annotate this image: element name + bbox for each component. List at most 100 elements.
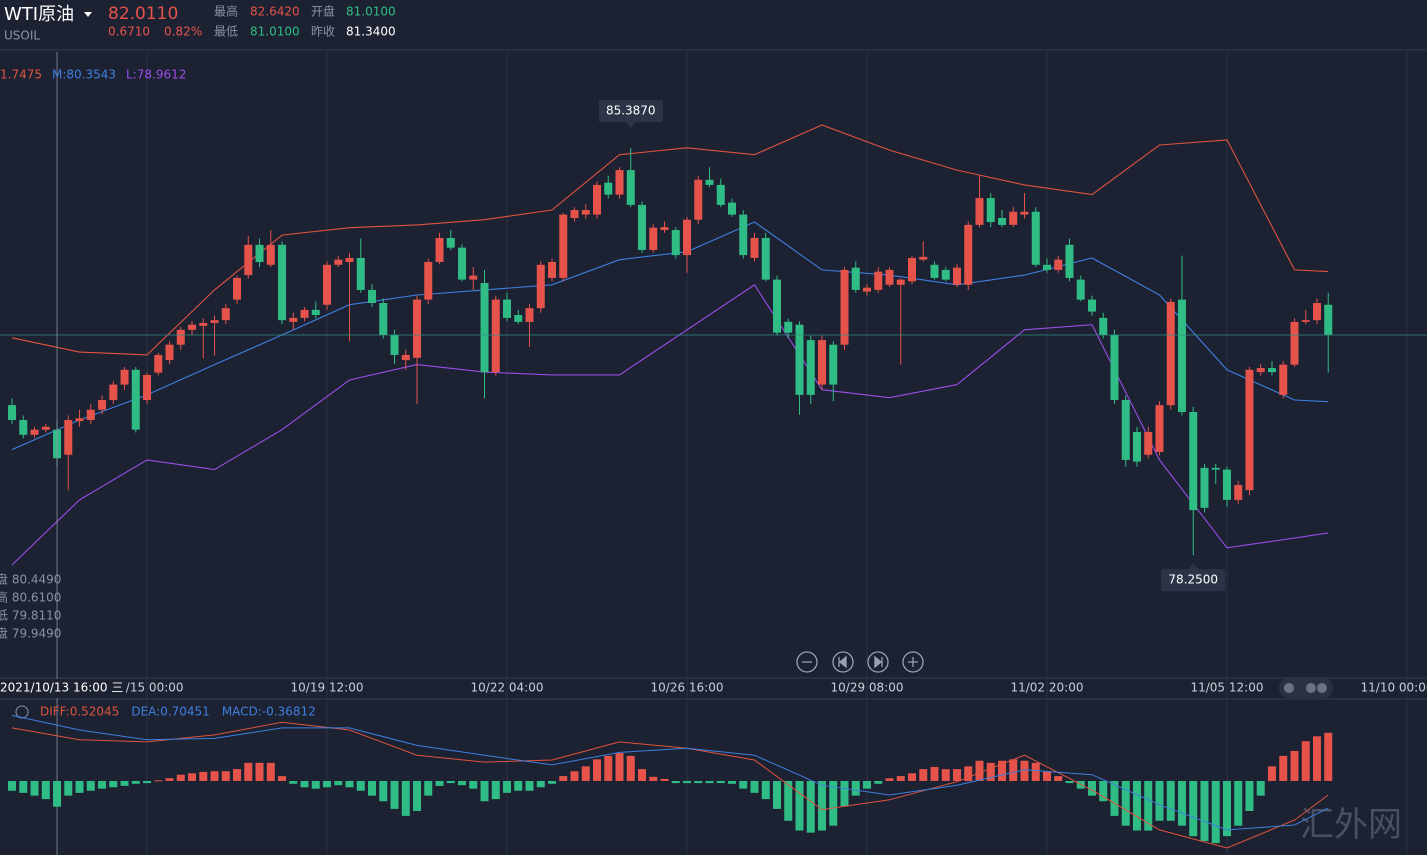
cursor-info: 盘 80.4490 [0, 572, 61, 587]
macd-bar [480, 780, 489, 802]
macd-bar [143, 780, 152, 784]
macd-bar [1256, 780, 1265, 796]
macd-bar [503, 780, 512, 793]
instrument-name[interactable]: WTI原油 [4, 4, 74, 25]
candle-body [1155, 405, 1164, 452]
macd-bar [975, 760, 984, 781]
low-value: 81.0100 [250, 25, 300, 39]
price-change: 0.6710 [108, 25, 150, 39]
zoom-out-button[interactable] [796, 651, 818, 673]
candle-body [885, 269, 894, 285]
legend-entry: L:78.9612 [126, 68, 186, 82]
candle-body [480, 283, 489, 373]
dropdown-arrow[interactable] [84, 12, 92, 17]
macd-bar [435, 780, 444, 786]
macd-bar [1211, 780, 1220, 844]
macd-bar [41, 780, 50, 800]
symbol: USOIL [4, 29, 40, 43]
candle-body [840, 269, 849, 345]
x-tick-label: 10/22 04:00 [471, 681, 544, 695]
macd-bar [1222, 780, 1231, 837]
candle-body [199, 322, 208, 326]
macd-bar [446, 780, 455, 784]
candle-body [1256, 368, 1265, 373]
candle-body [334, 259, 343, 265]
candle-body [626, 170, 635, 205]
candle-body [806, 340, 815, 395]
macd-bar [604, 755, 613, 781]
macd-bar [919, 769, 928, 781]
macd-bar [86, 780, 95, 791]
candle-body [694, 179, 703, 220]
zoom-in-button[interactable] [902, 651, 924, 673]
candle-body [323, 264, 332, 305]
candle-body [255, 244, 264, 262]
candle-body [851, 267, 860, 290]
legend-entry: M:80.3543 [52, 68, 116, 82]
prev-close-value: 81.3400 [346, 25, 396, 39]
macd-bar [1110, 780, 1119, 816]
macd-bar [1054, 776, 1063, 781]
macd-bar [1177, 780, 1186, 826]
candle-body [941, 269, 950, 280]
candle-body [390, 334, 399, 355]
candle-body [683, 219, 692, 256]
candle-body [818, 340, 827, 385]
candle-body [907, 257, 916, 282]
candle-body [829, 344, 838, 385]
candle-body [750, 237, 759, 258]
macd-bar [1144, 780, 1153, 831]
macd-bar [581, 766, 590, 781]
macd-bar [649, 776, 658, 781]
candle-body [1054, 259, 1063, 270]
macd-bar [728, 780, 737, 784]
x-tick-label: 10/26 16:00 [651, 681, 724, 695]
scroll-right-button[interactable] [867, 651, 889, 673]
low-label: 最低 [214, 25, 238, 39]
candle-body [491, 299, 500, 373]
candle-body [1121, 400, 1130, 460]
candle-body [210, 320, 219, 323]
candle-body [131, 369, 140, 430]
macd-bar [840, 780, 849, 807]
macd-bar [19, 780, 28, 793]
scroll-left-button[interactable] [832, 651, 854, 673]
candle-body [86, 409, 95, 420]
macd-bar [739, 780, 748, 789]
candle-body [514, 315, 523, 322]
macd-bar [413, 780, 422, 812]
macd-bar [851, 780, 860, 796]
x-tick-label: 10/29 08:00 [831, 681, 904, 695]
candle-body [356, 257, 365, 290]
candle-body [1009, 211, 1018, 225]
macd-bar [491, 780, 500, 800]
candle-body [1166, 301, 1175, 406]
last-price: 82.0110 [108, 4, 178, 24]
high-value: 82.6420 [250, 5, 300, 19]
macd-bar [345, 780, 354, 788]
macd-bar [1099, 780, 1108, 802]
macd-bar [199, 771, 208, 781]
nav-buttons [796, 651, 924, 673]
macd-bar [176, 774, 185, 781]
candle-body [525, 308, 534, 322]
macd-bar [53, 780, 62, 807]
max-label-box [598, 100, 663, 123]
macd-bar [829, 780, 838, 826]
candle-body [930, 264, 939, 278]
macd-bar [75, 780, 84, 793]
watermark: 汇外网 [1300, 805, 1402, 845]
macd-bar [334, 780, 343, 786]
macd-bar [379, 780, 388, 802]
candle-body [19, 419, 28, 435]
macd-bar [548, 780, 557, 784]
macd-bar [716, 780, 725, 784]
macd-bar [1324, 732, 1333, 781]
candle-body [1177, 299, 1186, 412]
macd-bar [1042, 771, 1051, 781]
macd-bar [120, 780, 129, 786]
macd-bar [1245, 780, 1254, 812]
candle-body [176, 329, 185, 345]
candle-body [986, 198, 995, 223]
candle-body [458, 247, 467, 280]
